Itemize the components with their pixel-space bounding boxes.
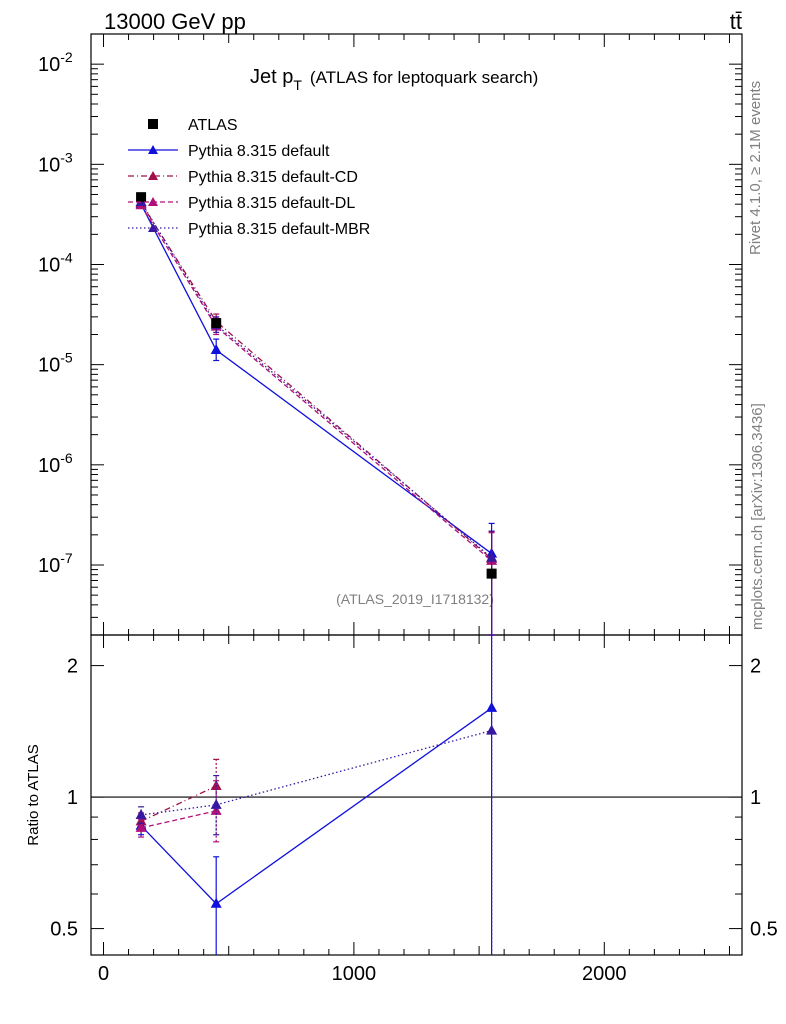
main-y-tick-label: 10-3 [38,149,73,176]
rivet-version-label: Rivet 4.1.0, ≥ 2.1M events [747,81,764,255]
ratio-data-layer [135,635,498,955]
ratio-x-tick-label: 0 [98,963,109,985]
ratio-x-tick-label: 2000 [582,963,627,985]
chart-title: Jet pT (ATLAS for leptoquark search) [250,66,538,93]
ratio-point-dl [135,821,147,832]
ratio-y-tick-label-left: 0.5 [50,919,78,941]
data-point-atlas [211,318,222,329]
ratio-line-default [140,707,492,905]
data-point-atlas [486,568,497,579]
main-y-tick-label: 10-6 [38,450,73,477]
legend-label-dl: Pythia 8.315 default-DL [188,195,355,212]
energy-label: 13000 GeV pp [104,9,246,34]
ratio-y-tick-label-right: 1 [750,787,761,809]
legend-label-atlas: ATLAS [188,117,238,134]
legend-label-cd: Pythia 8.315 default-CD [188,169,358,186]
series-line-dl [140,204,493,562]
ratio-y-tick-label-left: 2 [67,656,78,678]
axes-layer: 10-2 10-3 10-4 10-5 10-6 10-7 0 1000 2000 0.5 0.5 1… [38,33,778,985]
ratio-line-mbr [140,729,492,816]
legend-entry-atlas: ATLAS [148,117,238,134]
ratio-point-mbr [135,808,147,819]
data-point-mbr [486,551,498,562]
legend-marker-dl [148,197,158,206]
legend-marker-atlas [148,119,158,129]
legend: ATLAS Pythia 8.315 default Pythia 8.315 … [128,117,370,238]
legend-entry-cd: Pythia 8.315 default-CD [128,169,358,186]
ratio-y-tick-label-right: 2 [750,656,761,678]
legend-marker-mbr [148,223,158,232]
main-y-tick-label: 10-4 [38,249,73,276]
series-line-mbr [140,201,493,559]
ratio-point-mbr [210,798,222,809]
analysis-id-label: (ATLAS_2019_I1718132) [336,591,494,607]
series-line-cd [140,202,493,560]
legend-entry-dl: Pythia 8.315 default-DL [128,195,355,212]
ratio-point-default [210,897,222,908]
legend-entry-default: Pythia 8.315 default [128,143,330,160]
data-point-default [210,344,222,355]
ratio-line-cd [140,785,217,822]
legend-entry-mbr: Pythia 8.315 default-MBR [128,221,370,238]
legend-marker-cd [148,171,158,180]
process-label: tt̄ [730,9,742,34]
series-line-default [140,203,493,555]
ratio-panel-frame [90,634,743,956]
legend-marker-default [148,145,158,154]
ratio-line-dl [140,810,217,829]
mcplots-label: mcplots.cern.ch [arXiv:1306.3436] [749,403,766,630]
legend-label-default: Pythia 8.315 default [188,143,330,160]
ratio-y-axis-label: Ratio to ATLAS [25,744,42,845]
ratio-point-mbr [486,724,498,735]
main-y-tick-label: 10-7 [38,550,73,577]
ratio-x-tick-label: 1000 [332,963,377,985]
data-point-atlas [136,192,147,203]
main-y-tick-label: 10-5 [38,350,73,377]
ratio-y-tick-label-right: 0.5 [750,919,778,941]
legend-label-mbr: Pythia 8.315 default-MBR [188,221,370,238]
main-data-layer [135,192,498,636]
ratio-y-tick-label-left: 1 [67,787,78,809]
main-y-tick-label: 10-2 [38,49,73,76]
